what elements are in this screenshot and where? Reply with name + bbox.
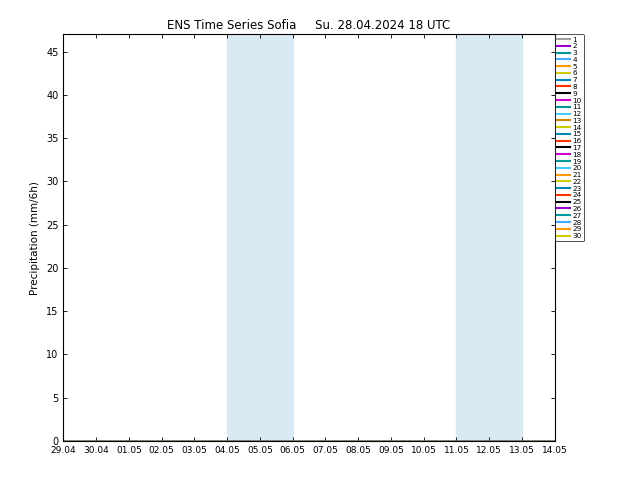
Legend: 1, 2, 3, 4, 5, 6, 7, 8, 9, 10, 11, 12, 13, 14, 15, 16, 17, 18, 19, 20, 21, 22, 2: 1, 2, 3, 4, 5, 6, 7, 8, 9, 10, 11, 12, 1… [555, 34, 584, 241]
Bar [227, 34, 293, 441]
Y-axis label: Precipitation (mm/6h): Precipitation (mm/6h) [30, 181, 41, 294]
Bar [456, 34, 522, 441]
Title: ENS Time Series Sofia     Su. 28.04.2024 18 UTC: ENS Time Series Sofia Su. 28.04.2024 18 … [167, 19, 451, 32]
